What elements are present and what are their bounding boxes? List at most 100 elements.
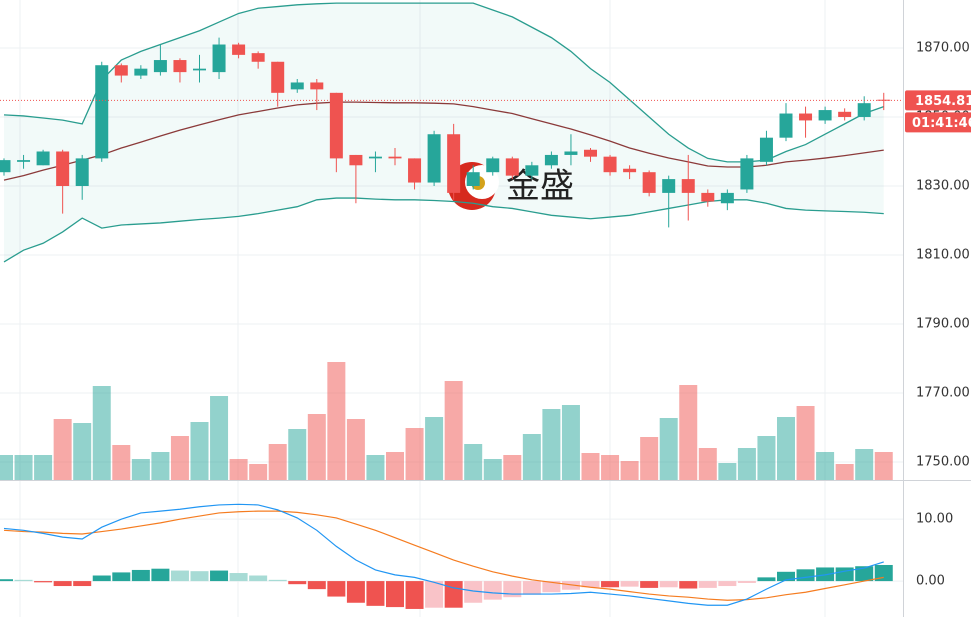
volume-bar bbox=[855, 449, 874, 480]
macd-histogram-bar bbox=[288, 581, 307, 585]
bollinger-upper bbox=[3, 2, 884, 163]
candle-body bbox=[466, 172, 480, 186]
macd-histogram-bar bbox=[640, 581, 659, 588]
macd-histogram-bar bbox=[73, 581, 92, 587]
candle-body bbox=[544, 154, 558, 166]
macd-histogram-bar bbox=[796, 569, 815, 582]
macd-histogram-bar bbox=[620, 581, 639, 587]
y-tick-label: 1830.00 bbox=[916, 178, 970, 193]
macd-histogram-bar bbox=[874, 564, 893, 582]
candle-body bbox=[720, 192, 734, 204]
candle-body bbox=[623, 168, 637, 173]
volume-bar bbox=[777, 417, 795, 480]
macd-histogram-bar bbox=[757, 577, 776, 582]
volume-bar bbox=[14, 455, 33, 480]
macd-histogram-bar bbox=[268, 579, 287, 582]
macd-histogram-bar bbox=[405, 581, 424, 609]
macd-histogram-bar bbox=[698, 581, 717, 588]
macd-histogram-bar bbox=[14, 579, 33, 582]
macd-histogram-bar bbox=[816, 567, 835, 582]
macd-histogram-bar bbox=[561, 581, 580, 590]
macd-histogram-bar bbox=[210, 570, 229, 582]
volume-bar bbox=[522, 434, 541, 480]
macd-histogram-bar bbox=[835, 567, 854, 582]
macd-histogram-bar bbox=[464, 581, 483, 603]
volume-bar bbox=[757, 436, 776, 480]
volume-bar bbox=[542, 409, 561, 480]
volume-bar bbox=[698, 448, 717, 480]
volume-bar bbox=[73, 423, 92, 480]
macd-histogram-bar bbox=[483, 581, 502, 600]
candle-body bbox=[212, 44, 226, 73]
volume-bar bbox=[483, 459, 502, 480]
macd-histogram-bar bbox=[327, 581, 346, 597]
macd-histogram-bar bbox=[659, 581, 678, 588]
y-tick-label: 1810.00 bbox=[916, 248, 970, 263]
candle-body bbox=[232, 44, 246, 55]
candle-body bbox=[564, 151, 578, 155]
volume-bar bbox=[620, 461, 639, 480]
macd-histogram-bar bbox=[542, 581, 561, 593]
macd-histogram-bar bbox=[581, 581, 600, 588]
countdown-box bbox=[905, 112, 971, 133]
candle-body bbox=[857, 103, 871, 117]
candle-body bbox=[877, 99, 891, 101]
candle-body bbox=[505, 158, 519, 176]
volume-bar bbox=[307, 414, 326, 480]
macd-histogram-bar bbox=[170, 570, 189, 582]
y-tick-label: 1870.00 bbox=[916, 40, 970, 55]
macd-histogram-bar bbox=[0, 579, 13, 582]
volume-bar bbox=[131, 459, 150, 480]
candle-body bbox=[759, 137, 773, 162]
candle-body bbox=[584, 149, 597, 157]
candle-body bbox=[681, 179, 695, 193]
macd-histogram-bar bbox=[229, 573, 248, 582]
macd-histogram-bar bbox=[522, 581, 541, 595]
macd-tick-label: 10.00 bbox=[916, 512, 953, 527]
candle-body bbox=[271, 61, 285, 93]
volume-bar bbox=[190, 422, 209, 480]
volume-bar bbox=[288, 429, 307, 480]
y-tick-label: 1770.00 bbox=[916, 386, 970, 401]
volume-bar bbox=[640, 437, 659, 480]
macd-histogram-bar bbox=[131, 569, 150, 582]
volume-bar bbox=[346, 419, 365, 480]
candle-body bbox=[290, 82, 304, 90]
volume-bar bbox=[249, 464, 268, 480]
macd-histogram-bar bbox=[249, 575, 268, 582]
volume-bar bbox=[425, 417, 444, 480]
macd-histogram-bar bbox=[307, 581, 326, 590]
macd-dea-line bbox=[3, 510, 884, 601]
volume-bar bbox=[601, 455, 620, 480]
volume-bar bbox=[112, 445, 131, 480]
volume-bar bbox=[659, 418, 678, 480]
candle-body bbox=[818, 110, 832, 121]
macd-histogram-bar bbox=[503, 581, 522, 598]
candle-body bbox=[114, 65, 128, 76]
macd-dif-line bbox=[3, 503, 884, 606]
volume-bar bbox=[874, 452, 893, 480]
candle-body bbox=[329, 92, 343, 159]
candle-body bbox=[740, 158, 754, 190]
volume-bar bbox=[679, 385, 698, 480]
macd-histogram-bar bbox=[386, 581, 404, 608]
last-price-box bbox=[905, 90, 971, 111]
countdown-label: 01:41:46 bbox=[912, 116, 971, 131]
bollinger-lower bbox=[3, 197, 884, 263]
macd-histogram-bar bbox=[777, 571, 795, 582]
volume-bar bbox=[561, 405, 580, 480]
candle-body bbox=[427, 134, 441, 183]
volume-bar bbox=[464, 444, 483, 480]
volume-bar bbox=[444, 381, 463, 480]
volume-bar bbox=[386, 452, 404, 480]
last-price-label: 1854.81 bbox=[915, 94, 971, 109]
candle-body bbox=[642, 172, 656, 193]
macd-histogram-bar bbox=[855, 566, 874, 582]
y-tick-label: 1790.00 bbox=[916, 317, 970, 332]
y-tick-label: 1750.00 bbox=[916, 455, 970, 470]
macd-histogram-bar bbox=[346, 581, 365, 603]
volume-bar bbox=[229, 459, 248, 480]
volume-bar bbox=[92, 386, 111, 480]
volume-bar bbox=[718, 463, 737, 480]
candle-body bbox=[486, 158, 500, 173]
